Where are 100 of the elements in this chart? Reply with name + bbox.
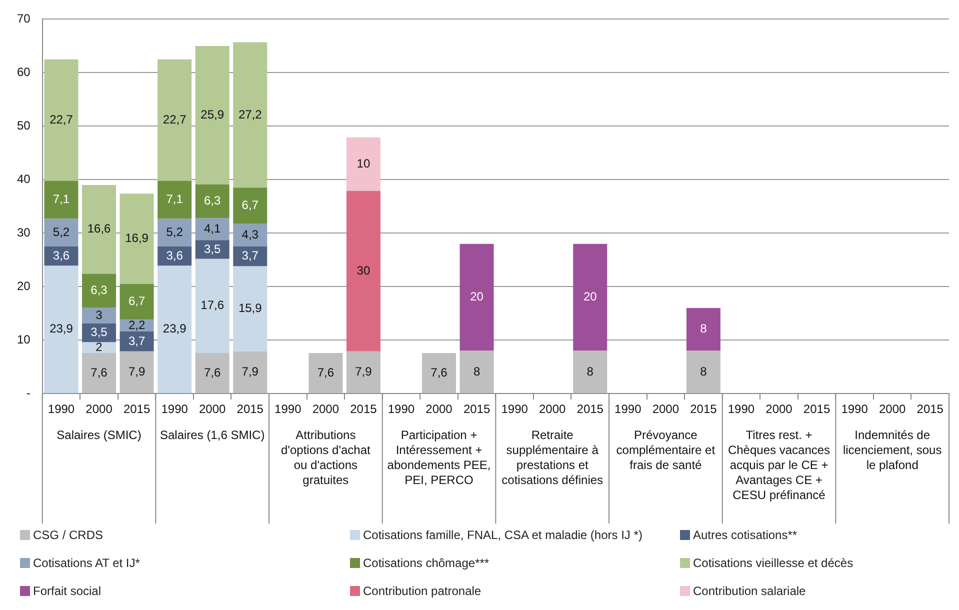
y-tick-label: 50 — [16, 118, 31, 132]
data-label: 16,6 — [87, 222, 112, 236]
bar — [82, 324, 116, 342]
data-label: 3,7 — [128, 334, 146, 348]
legend-label: Cotisations vieillesse et décès — [693, 556, 854, 570]
data-label: 30 — [356, 263, 370, 278]
data-label: 3,5 — [90, 325, 108, 340]
text: Prévoyance complémentaire et frais de santé — [616, 428, 716, 472]
data-label: 6,3 — [204, 194, 222, 208]
data-label: 6,7 — [128, 294, 146, 308]
x-tick-label: 2000 — [766, 402, 793, 416]
x-tick-label: 2015 — [803, 402, 830, 416]
y-tick-label: 30 — [16, 225, 31, 240]
x-tick-label: 1990 — [161, 402, 188, 416]
data-label: 4,1 — [204, 221, 222, 236]
data-label: 3,6 — [52, 248, 70, 262]
x-tick-label: 2015 — [236, 402, 264, 416]
x-tick-label: 1990 — [614, 402, 642, 416]
y-tick-label: 70 — [16, 12, 31, 26]
x-tick-label: 2000 — [878, 402, 906, 416]
text: Salaires (SMIC) — [56, 428, 142, 442]
bar — [195, 258, 230, 353]
data-label: 7,6 — [90, 365, 108, 380]
x-tick-label: 2015 — [123, 402, 150, 416]
data-label: 22,7 — [50, 112, 74, 126]
bar — [233, 351, 268, 394]
legend-label: Cotisations AT et IJ* — [33, 556, 140, 570]
bar — [44, 266, 78, 394]
x-tick-label: 2000 — [198, 402, 226, 416]
data-label: 2 — [96, 340, 103, 354]
text: Participation + Intéressement + abondements PEE, PEI, PERCO — [387, 428, 491, 487]
bar — [44, 246, 78, 266]
bar — [233, 188, 268, 224]
y-tick-label: 40 — [16, 172, 31, 186]
bar — [82, 307, 116, 324]
legend-label: Autres cotisations** — [693, 528, 798, 542]
bar — [460, 350, 494, 394]
data-label: 3,6 — [166, 248, 184, 262]
x-tick-label: 2015 — [576, 402, 604, 416]
data-label: 8 — [700, 364, 708, 378]
x-tick-label: 2015 — [916, 402, 944, 416]
data-label: 7,9 — [242, 364, 259, 379]
bar — [44, 218, 78, 247]
x-tick-label: 1990 — [388, 402, 415, 416]
x-tick-label: 1990 — [841, 402, 868, 416]
bar — [158, 266, 192, 394]
data-label: 23,9 — [50, 322, 74, 336]
bar — [82, 274, 116, 308]
data-label: 16,9 — [125, 231, 149, 246]
data-label: 7,9 — [128, 364, 146, 379]
data-label: 7,6 — [204, 365, 222, 380]
x-tick-label: 2015 — [690, 402, 718, 416]
data-label: 3 — [96, 308, 103, 322]
bar — [573, 244, 608, 351]
text: Salaires (1,6 SMIC) — [160, 428, 265, 442]
data-label: 3,7 — [242, 248, 259, 263]
data-label: 23,9 — [162, 322, 187, 336]
legend-label: Cotisations chômage*** — [363, 556, 490, 570]
data-label: 8 — [700, 322, 708, 336]
bar — [573, 350, 608, 394]
data-label: 7,1 — [52, 192, 70, 206]
x-tick-label: 1990 — [48, 402, 75, 416]
bar — [686, 308, 720, 351]
x-tick-label: 2000 — [652, 402, 680, 416]
bar — [120, 284, 154, 320]
legend-label: Contribution patronale — [363, 584, 482, 598]
text: Indemnités de licenciement, sous le plafond — [842, 428, 942, 472]
data-label: 22,7 — [162, 112, 187, 126]
data-label: 20 — [583, 290, 598, 304]
bar — [158, 246, 192, 266]
bar — [82, 352, 116, 394]
legend-label: Cotisations famille, FNAL, CSA et maladie (hors IJ *) — [363, 528, 642, 542]
bar — [308, 352, 343, 394]
bar — [44, 180, 78, 219]
bar — [346, 351, 380, 394]
data-label: 25,9 — [200, 108, 224, 122]
bar — [233, 42, 268, 188]
bar — [346, 137, 380, 191]
data-label: 17,6 — [200, 298, 224, 312]
x-tick-label: 1990 — [274, 402, 302, 416]
text: Attributions d'options d'achat ou d'actions gratuites — [281, 428, 371, 487]
bar — [195, 46, 230, 184]
data-label: 7,9 — [355, 364, 372, 379]
data-label: 4,3 — [242, 227, 259, 242]
data-label: 3,5 — [204, 242, 222, 256]
bar — [422, 352, 456, 394]
bar — [158, 218, 192, 247]
data-label: 7,6 — [317, 365, 334, 380]
x-tick-label: 1990 — [501, 402, 528, 416]
bar — [346, 190, 380, 352]
bar — [82, 185, 116, 274]
bar — [195, 184, 230, 218]
bar — [195, 218, 230, 240]
bar — [120, 194, 154, 284]
data-label: 5,2 — [166, 224, 184, 239]
data-label: 8 — [586, 364, 594, 378]
x-tick-label: 2015 — [350, 402, 378, 416]
bar — [195, 240, 230, 259]
data-label: 15,9 — [238, 301, 262, 316]
bar — [233, 246, 268, 266]
